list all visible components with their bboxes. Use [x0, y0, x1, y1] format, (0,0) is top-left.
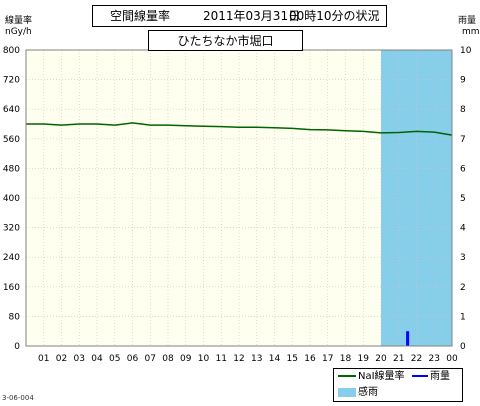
legend-item-sense: 感雨 [338, 387, 378, 399]
x-tick-label: 13 [251, 354, 262, 364]
x-tick-label: 09 [180, 354, 192, 364]
y-left-tick-label: 720 [3, 76, 20, 86]
x-tick-label: 20 [375, 354, 387, 364]
date-label: 2011年03月31日 [203, 9, 301, 23]
x-tick-label: 01 [38, 354, 49, 364]
legend-swatch-sense [338, 387, 356, 397]
y-right-tick-label: 0 [460, 342, 466, 352]
y-left-tick-label: 400 [3, 194, 20, 204]
y-right-axis-title: 雨量 [458, 16, 477, 26]
x-tick-label: 04 [91, 354, 103, 364]
x-tick-label: 02 [56, 354, 67, 364]
y-right-tick-label: 6 [460, 164, 466, 174]
x-tick-label: 22 [411, 354, 422, 364]
legend-label-sense: 感雨 [358, 387, 378, 398]
x-tick-label: 23 [429, 354, 440, 364]
y-left-axis-title: 線量率 [5, 16, 33, 26]
rain-bar [406, 331, 410, 346]
grid-lines [26, 50, 452, 346]
x-tick-label: 19 [358, 354, 370, 364]
x-tick-label: 00 [446, 354, 458, 364]
y-left-tick-label: 80 [9, 312, 21, 322]
x-tick-label: 10 [198, 354, 210, 364]
legend-label-nai: NaI線量率 [358, 371, 405, 382]
x-tick-label: 21 [393, 354, 404, 364]
legend-label-rain: 雨量 [430, 371, 450, 382]
y-left-tick-label: 480 [3, 164, 20, 174]
y-left-tick-label: 320 [3, 224, 20, 234]
x-tick-label: 06 [127, 354, 139, 364]
x-tick-label: 16 [304, 354, 316, 364]
series-group [26, 122, 453, 346]
y-right-tick-label: 5 [460, 194, 466, 204]
y-right-tick-label: 7 [460, 135, 466, 145]
y-left-tick-label: 240 [3, 253, 20, 263]
y-right-tick-label: 3 [460, 253, 466, 263]
x-tick-label: 17 [322, 354, 333, 364]
footer-code: 3-06-004 [2, 394, 34, 402]
x-tick-label: 05 [109, 354, 120, 364]
x-tick-label: 11 [216, 354, 227, 364]
legend-item-rain: 雨量 [412, 371, 450, 383]
legend-swatch-nai [338, 375, 356, 377]
legend: NaI線量率 雨量 感雨 [333, 368, 463, 402]
x-tick-label: 03 [74, 354, 85, 364]
series-line-nai [26, 122, 453, 136]
x-tick-label: 12 [233, 354, 244, 364]
y-right-tick-label: 9 [460, 76, 466, 86]
y-right-tick-label: 2 [460, 283, 466, 293]
x-tick-label: 07 [145, 354, 156, 364]
y-left-tick-label: 560 [3, 135, 20, 145]
axis-ticks: 0801602403204004805606407208000123456789… [3, 46, 472, 364]
y-right-tick-label: 4 [460, 224, 466, 234]
y-left-tick-label: 0 [14, 342, 20, 352]
x-tick-label: 18 [340, 354, 352, 364]
y-right-tick-label: 10 [460, 46, 472, 56]
x-tick-label: 15 [287, 354, 298, 364]
y-right-tick-label: 1 [460, 312, 466, 322]
chart-title: 空間線量率 [110, 9, 171, 23]
station-name: ひたちなか市堀口 [148, 30, 303, 51]
title-box: 空間線量率 2011年03月31日 00時10分の状況 [92, 5, 387, 27]
y-right-tick-label: 8 [460, 105, 466, 115]
time-label: 00時10分の状況 [289, 9, 380, 23]
legend-item-nai: NaI線量率 [338, 371, 405, 383]
legend-swatch-rain [412, 375, 428, 377]
y-left-axis-unit: nGy/h [5, 27, 32, 37]
y-right-axis-unit: mm [462, 27, 480, 37]
y-left-tick-label: 800 [3, 46, 20, 56]
x-tick-label: 08 [162, 354, 174, 364]
y-left-tick-label: 640 [3, 105, 20, 115]
x-tick-label: 14 [269, 354, 281, 364]
y-left-tick-label: 160 [3, 283, 20, 293]
